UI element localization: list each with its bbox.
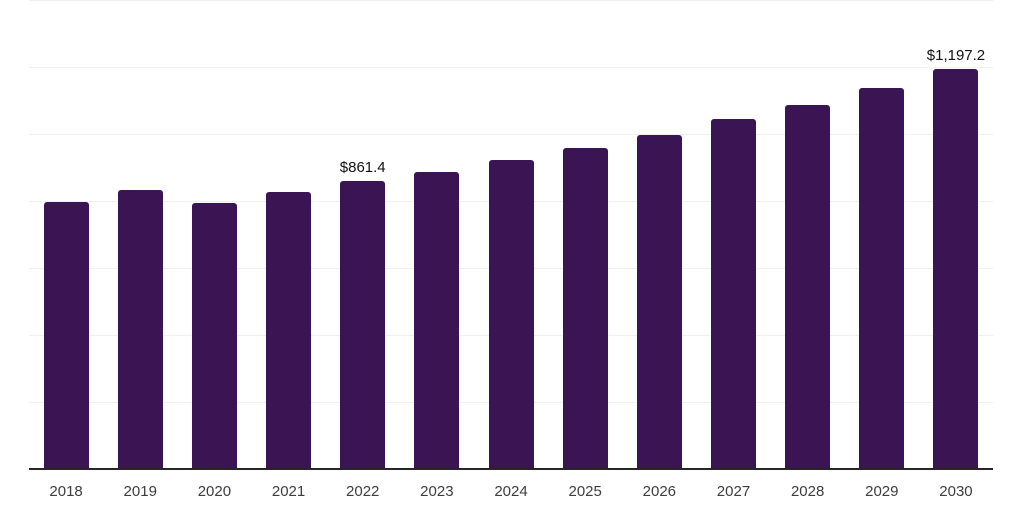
bar-2030 bbox=[933, 68, 979, 470]
bar-2027 bbox=[710, 119, 756, 470]
bar-2025 bbox=[562, 147, 608, 470]
bar-series: $861.4 $1,197.2 bbox=[29, 0, 993, 470]
bar-slot-2027 bbox=[696, 0, 770, 470]
bar-slot-2028 bbox=[771, 0, 845, 470]
bar-2029 bbox=[859, 87, 905, 470]
bar-slot-2018 bbox=[29, 0, 103, 470]
bar-2018 bbox=[43, 202, 89, 470]
bar-2019 bbox=[117, 189, 163, 470]
x-axis-tick-labels: 2018 2019 2020 2021 2022 2023 2024 2025 2026 2027… bbox=[29, 483, 993, 501]
bar-slot-2026 bbox=[622, 0, 696, 470]
bar-2023 bbox=[414, 171, 460, 470]
bar-slot-2025 bbox=[548, 0, 622, 470]
x-tick-label-2021: 2021 bbox=[271, 483, 306, 500]
gridline-1200 bbox=[29, 67, 993, 68]
x-tick-label-2019: 2019 bbox=[123, 483, 157, 500]
bar-2020 bbox=[191, 203, 237, 470]
plot-area: $861.4 $1,197.2 bbox=[29, 0, 993, 470]
x-tick-label-2020: 2020 bbox=[197, 483, 232, 500]
bar-slot-2019 bbox=[103, 0, 177, 470]
x-tick-label-2022: 2022 bbox=[346, 483, 380, 500]
data-label-2030: $1,197.2 bbox=[926, 46, 986, 64]
bar-slot-2023 bbox=[400, 0, 474, 470]
bar-slot-2024 bbox=[474, 0, 548, 470]
x-tick-label-2018: 2018 bbox=[49, 483, 83, 500]
x-tick-label-2028: 2028 bbox=[790, 483, 825, 500]
bar-2022 bbox=[340, 181, 386, 470]
x-axis-line bbox=[29, 468, 993, 470]
bar-2021 bbox=[266, 191, 312, 470]
x-tick-label-2029: 2029 bbox=[865, 483, 899, 500]
gridline-1400 bbox=[29, 0, 993, 1]
bar-2028 bbox=[785, 104, 831, 470]
x-tick-label-2027: 2027 bbox=[716, 483, 751, 500]
x-tick-label-2024: 2024 bbox=[494, 483, 528, 500]
bar-slot-2029 bbox=[845, 0, 919, 470]
x-tick-label-2030: 2030 bbox=[939, 483, 973, 500]
bar-slot-2021 bbox=[251, 0, 325, 470]
bar-slot-2022: $861.4 bbox=[326, 0, 400, 470]
x-tick-label-2025: 2025 bbox=[568, 483, 602, 500]
bar-slot-2030: $1,197.2 bbox=[919, 0, 993, 470]
x-tick-label-2023: 2023 bbox=[420, 483, 454, 500]
x-tick-label-2026: 2026 bbox=[642, 483, 677, 500]
bar-slot-2020 bbox=[177, 0, 251, 470]
gridline-1000 bbox=[29, 134, 993, 135]
bar-2024 bbox=[488, 160, 534, 470]
data-label-2022: $861.4 bbox=[339, 159, 386, 177]
bar-2026 bbox=[636, 134, 682, 470]
